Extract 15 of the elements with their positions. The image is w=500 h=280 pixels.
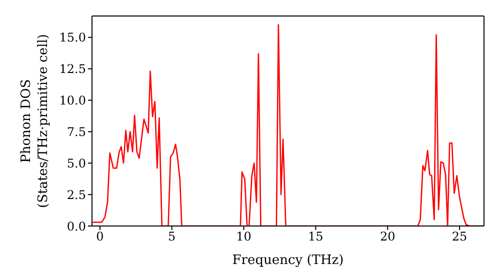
x-tick-label: 10 (236, 230, 252, 244)
x-tick-label: 25 (452, 230, 468, 244)
y-tick-label: 5.0 (66, 156, 86, 170)
x-tick-label: 5 (168, 230, 176, 244)
y-tick-label: 10.0 (59, 94, 86, 108)
y-tick-label: 15.0 (59, 30, 86, 45)
y-axis-title: Phonon DOS (States/THz·primitive cell) (19, 34, 51, 208)
x-tick-label: 20 (380, 230, 396, 244)
x-tick-label: 0 (96, 230, 104, 244)
x-tick-label: 15 (308, 230, 324, 244)
x-axis-title: Frequency (THz) (232, 253, 344, 268)
y-tick-label: 0.0 (66, 219, 86, 234)
y-tick-label: 7.5 (66, 124, 86, 139)
y-tick-label: 2.5 (66, 188, 86, 202)
y-tick-label: 12.5 (59, 62, 86, 76)
